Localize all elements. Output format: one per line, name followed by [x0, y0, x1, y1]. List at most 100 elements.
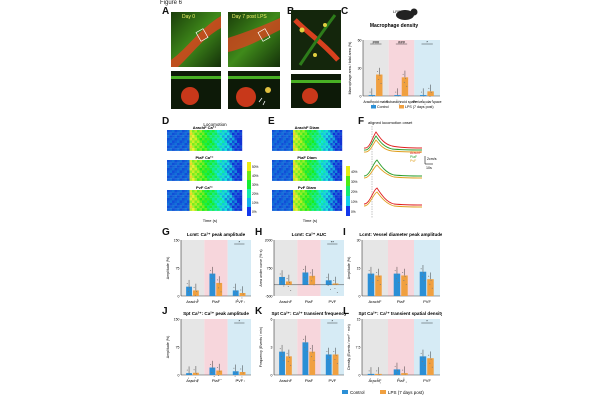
data-point — [422, 99, 424, 101]
heatmap-cell — [309, 140, 312, 144]
data-point — [312, 352, 314, 354]
heatmap-cell — [167, 178, 170, 181]
heatmap-cell — [177, 195, 180, 198]
heatmap-cell — [209, 203, 213, 206]
category-label: PiaF — [305, 299, 314, 304]
heatmap-cell — [335, 178, 338, 181]
heatmap-cell — [174, 132, 178, 136]
heatmap-cell — [239, 140, 243, 144]
y-tick-label: 30 — [357, 238, 361, 242]
heatmap-cell — [323, 192, 326, 196]
heatmap-cell — [172, 143, 175, 146]
data-point — [378, 79, 380, 81]
heatmap-cell — [309, 130, 312, 133]
heatmap-cell — [187, 143, 190, 146]
data-point — [234, 375, 236, 377]
heatmap-cell — [224, 175, 228, 179]
heatmap-cell — [302, 140, 305, 144]
heatmap-cell — [295, 190, 298, 193]
heatmap-cell — [209, 208, 213, 211]
colorbar-label: 30% — [351, 180, 358, 184]
heatmap-cell — [214, 203, 218, 206]
heatmap-cell — [335, 160, 338, 163]
heatmap-cell — [281, 197, 284, 201]
heatmap-cell — [237, 203, 240, 206]
significance-marker: * — [239, 240, 241, 245]
heatmap-cell — [232, 197, 235, 201]
y-tick-label: 60 — [358, 38, 362, 42]
heatmap-cell — [328, 148, 331, 151]
heatmap-cell — [274, 167, 277, 171]
heatmap-cell — [304, 208, 308, 211]
heatmap-cell — [281, 200, 284, 204]
heatmap-cell — [202, 135, 205, 138]
heatmap-cell — [309, 160, 312, 163]
heatmap-cell — [321, 203, 324, 206]
heatmap-cell — [227, 143, 230, 146]
heatmap-cell — [182, 135, 185, 138]
heatmap-cell — [297, 190, 301, 193]
heatmap-cell — [325, 205, 329, 209]
heatmap-cell — [311, 175, 315, 179]
heatmap-cell — [323, 140, 326, 144]
heatmap-cell — [167, 195, 170, 198]
data-point — [311, 280, 313, 282]
heatmap-cell — [224, 200, 228, 204]
heatmap-cell — [321, 145, 324, 149]
heatmap-cell — [276, 148, 280, 151]
heatmap-cell — [274, 192, 277, 196]
heatmap-cell — [279, 165, 282, 168]
heatmap-cell — [337, 190, 340, 193]
heatmap-cell — [229, 190, 233, 193]
heatmap-cell — [207, 148, 210, 151]
heatmap-cell — [189, 178, 193, 181]
data-point — [428, 275, 430, 277]
heatmap-cell — [177, 160, 180, 163]
colorbar-label: 40% — [351, 170, 358, 174]
heatmap-cell — [239, 167, 243, 171]
heatmap-cell — [184, 160, 188, 163]
heatmap-cell — [237, 190, 240, 193]
heatmap-cell — [167, 162, 170, 166]
data-point — [397, 369, 399, 371]
category-band — [388, 319, 414, 375]
heatmap-cell — [172, 130, 175, 133]
heatmap-cell — [227, 203, 230, 206]
heatmap-cell — [318, 165, 322, 168]
heatmap-cell — [177, 205, 180, 209]
heatmap-cell — [274, 178, 277, 181]
heatmap-cell — [339, 145, 343, 149]
data-point — [372, 382, 374, 384]
heatmap-cell — [212, 208, 215, 211]
heatmap-cell — [224, 143, 228, 146]
data-point — [279, 273, 281, 275]
heatmap-cell — [182, 145, 185, 149]
heatmap-cell — [274, 197, 277, 201]
heatmap-cell — [224, 160, 228, 163]
heatmap-cell — [309, 162, 312, 166]
heatmap-cell — [239, 173, 243, 176]
heatmap-cell — [182, 178, 185, 181]
heatmap-cell — [290, 195, 294, 198]
data-point — [403, 81, 405, 83]
heatmap-cell — [272, 130, 275, 133]
heatmap-cell — [323, 190, 326, 193]
heatmap-cell — [207, 208, 210, 211]
heatmap-cell — [184, 197, 188, 201]
heatmap-cell — [202, 205, 205, 209]
heatmap-cell — [281, 160, 284, 163]
panel-f-aligned-label: aligned locomotion onset — [368, 120, 413, 125]
heatmap-cell — [187, 195, 190, 198]
category-band — [388, 240, 414, 296]
heatmap-cell — [335, 208, 338, 211]
heatmap-cell — [169, 173, 173, 176]
heatmap-cell — [335, 130, 338, 133]
heatmap-cell — [167, 167, 170, 171]
heatmap-cell — [304, 175, 308, 179]
heatmap-cell — [309, 192, 312, 196]
heatmap-cell — [214, 190, 218, 193]
heatmap-cell — [290, 162, 294, 166]
heatmap-cell — [172, 132, 175, 136]
category-label: PiaF — [212, 378, 221, 383]
heatmap-cell — [199, 178, 203, 181]
